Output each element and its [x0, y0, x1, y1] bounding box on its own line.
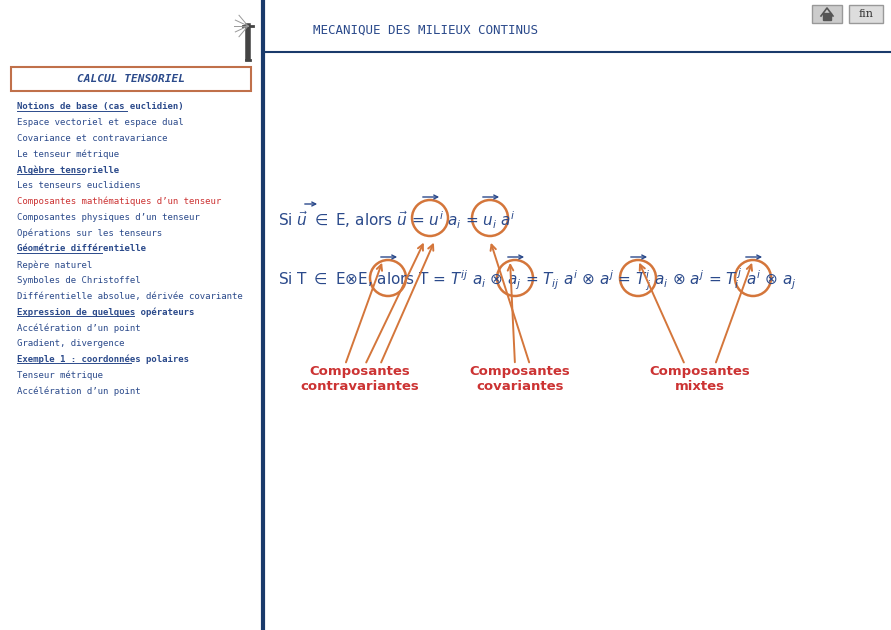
Text: CALCUL TENSORIEL: CALCUL TENSORIEL — [77, 74, 185, 84]
FancyBboxPatch shape — [849, 5, 883, 23]
Text: Accélération d’un point: Accélération d’un point — [17, 386, 141, 396]
Text: Les tenseurs euclidiens: Les tenseurs euclidiens — [17, 181, 141, 190]
Text: Gradient, divergence: Gradient, divergence — [17, 339, 125, 348]
Text: Composantes
contravariantes: Composantes contravariantes — [300, 365, 420, 393]
Text: Exemple 1 : coordonnées polaires: Exemple 1 : coordonnées polaires — [17, 355, 189, 364]
Text: Géométrie différentielle: Géométrie différentielle — [17, 244, 146, 253]
FancyBboxPatch shape — [812, 5, 842, 23]
Text: Composantes mathématiques d’un tenseur: Composantes mathématiques d’un tenseur — [17, 197, 221, 206]
Text: Accélération d’un point: Accélération d’un point — [17, 323, 141, 333]
Text: Si $\vec{u}$ $\in$ E, alors $\vec{u}$ = $u^i$ $a_i$ = $u_i$ $a^i$: Si $\vec{u}$ $\in$ E, alors $\vec{u}$ = … — [278, 209, 516, 231]
Text: Expression de quelques opérateurs: Expression de quelques opérateurs — [17, 307, 194, 317]
Text: Notions de base (cas euclidien): Notions de base (cas euclidien) — [17, 102, 184, 111]
Text: Différentielle absolue, dérivée covariante: Différentielle absolue, dérivée covarian… — [17, 292, 242, 301]
Text: Si T $\in$ E$\otimes$E, alors T = $T^{ij}$ $a_i$ $\otimes$ $a_j$ = $T_{ij}$ $a^i: Si T $\in$ E$\otimes$E, alors T = $T^{ij… — [278, 266, 797, 294]
Text: MECANIQUE DES MILIEUX CONTINUS: MECANIQUE DES MILIEUX CONTINUS — [313, 23, 538, 37]
Text: Opérations sur les tenseurs: Opérations sur les tenseurs — [17, 229, 162, 238]
Text: Composantes physiques d’un tenseur: Composantes physiques d’un tenseur — [17, 212, 200, 222]
Bar — [823, 13, 831, 20]
Text: Algèbre tensorielle: Algèbre tensorielle — [17, 165, 119, 175]
Text: fin: fin — [859, 9, 873, 19]
Text: Espace vectoriel et espace dual: Espace vectoriel et espace dual — [17, 118, 184, 127]
Text: Le tenseur métrique: Le tenseur métrique — [17, 149, 119, 159]
Text: Composantes
covariantes: Composantes covariantes — [470, 365, 570, 393]
Text: Covariance et contravariance: Covariance et contravariance — [17, 134, 168, 142]
FancyBboxPatch shape — [11, 67, 251, 91]
Text: Composantes
mixtes: Composantes mixtes — [650, 365, 750, 393]
Text: Tenseur métrique: Tenseur métrique — [17, 370, 103, 380]
Text: Repère naturel: Repère naturel — [17, 260, 93, 270]
Text: Symboles de Christoffel: Symboles de Christoffel — [17, 276, 141, 285]
